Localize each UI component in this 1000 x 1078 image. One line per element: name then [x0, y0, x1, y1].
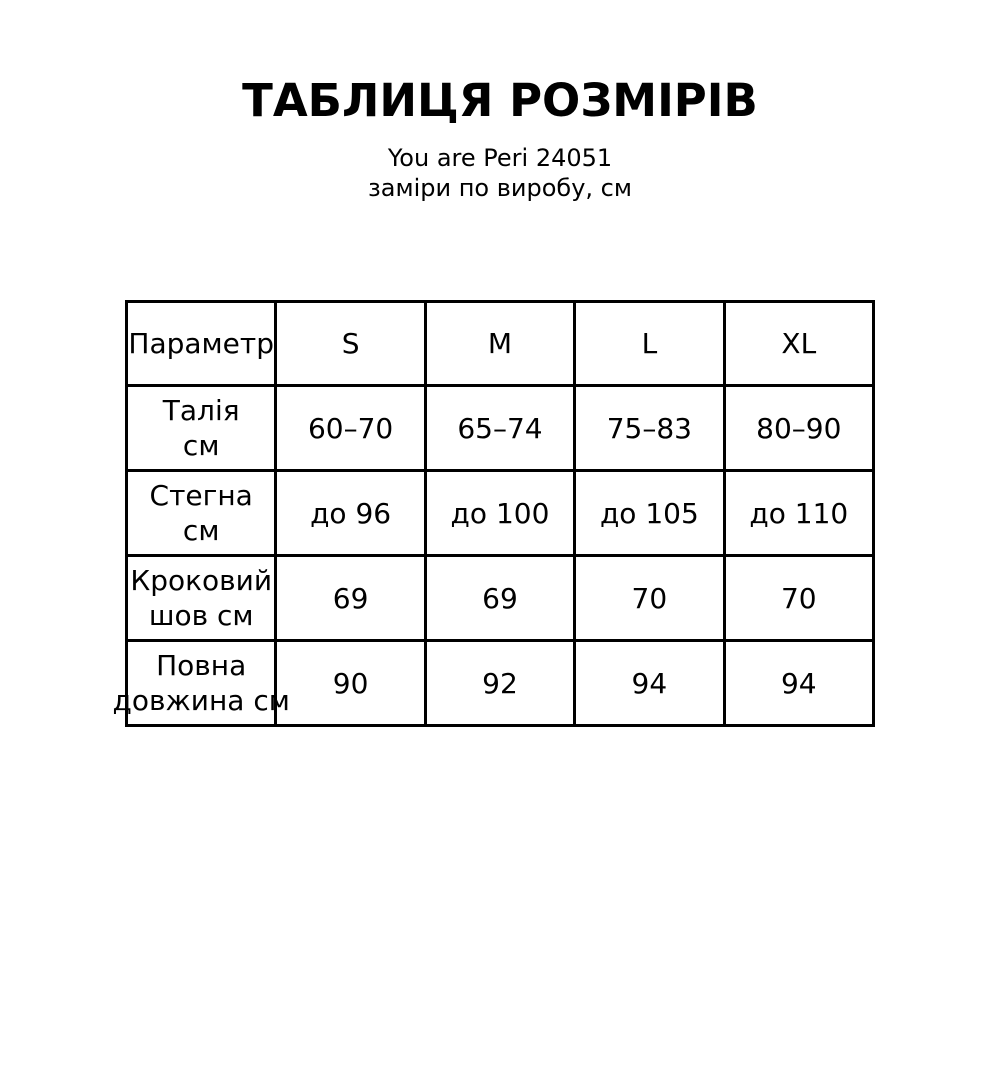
- value-cell-full-length-s: 90: [274, 639, 427, 727]
- row-label-hips: Стегна см: [124, 469, 278, 557]
- row-label-line: Стегна: [149, 479, 253, 512]
- value-cell-waist-xl: 80–90: [722, 384, 876, 472]
- row-label-line: см: [182, 514, 220, 547]
- value-cell-hips-s: до 96: [274, 469, 427, 557]
- table-row-waist: Талія см 60–70 65–74 75–83 80–90: [124, 384, 876, 472]
- header-cell-parameter-label: Параметр: [128, 327, 274, 360]
- size-table-header: Параметр S M L XL: [124, 300, 876, 387]
- row-label-waist: Талія см: [124, 384, 278, 472]
- value-cell-full-length-xl: 94: [722, 639, 876, 727]
- subtitle-block: You are Peri 24051 заміри по виробу, см: [0, 143, 1000, 203]
- header-cell-size-xl: XL: [722, 300, 876, 387]
- value-cell-full-length-l: 94: [573, 639, 726, 727]
- value-cell-inseam-s: 69: [274, 554, 427, 642]
- size-chart-page: ТАБЛИЦЯ РОЗМІРІВ You are Peri 24051 замі…: [0, 78, 1000, 727]
- size-table-body: Талія см 60–70 65–74 75–83 80–90 Стегна …: [113, 384, 876, 727]
- row-label-inseam: Кроковий шов см: [124, 554, 278, 642]
- row-label-line: Кроковий: [130, 564, 273, 597]
- header-cell-size-s: S: [274, 300, 427, 387]
- row-label-line: довжина см: [112, 684, 290, 717]
- measure-note-line: заміри по виробу, см: [368, 174, 632, 202]
- header-cell-size-l: L: [573, 300, 726, 387]
- header-cell-size-m: M: [423, 300, 577, 387]
- value-cell-waist-s: 60–70: [274, 384, 427, 472]
- row-label-line: см: [182, 429, 220, 462]
- table-row-full-length: Повна довжина см 90 92 94 94: [113, 639, 876, 727]
- header-cell-parameter: Параметр: [124, 300, 278, 387]
- page-title: ТАБЛИЦЯ РОЗМІРІВ: [242, 74, 758, 127]
- value-cell-inseam-l: 70: [573, 554, 726, 642]
- row-label-line: Повна: [156, 649, 247, 682]
- value-cell-waist-m: 65–74: [423, 384, 577, 472]
- value-cell-inseam-xl: 70: [722, 554, 876, 642]
- header-row: Параметр S M L XL: [124, 300, 876, 387]
- value-cell-hips-xl: до 110: [722, 469, 876, 557]
- row-label-line: Талія: [162, 394, 240, 427]
- value-cell-waist-l: 75–83: [573, 384, 726, 472]
- value-cell-hips-m: до 100: [423, 469, 577, 557]
- row-label-line: шов см: [148, 599, 254, 632]
- size-table: Параметр S M L XL Талія см 60–70 65–74 7…: [113, 300, 876, 727]
- value-cell-inseam-m: 69: [423, 554, 577, 642]
- value-cell-full-length-m: 92: [423, 639, 577, 727]
- product-name-line: You are Peri 24051: [387, 144, 613, 172]
- value-cell-hips-l: до 105: [573, 469, 726, 557]
- table-row-hips: Стегна см до 96 до 100 до 105 до 110: [124, 469, 876, 557]
- table-row-inseam: Кроковий шов см 69 69 70 70: [124, 554, 876, 642]
- row-label-full-length: Повна довжина см: [113, 639, 290, 727]
